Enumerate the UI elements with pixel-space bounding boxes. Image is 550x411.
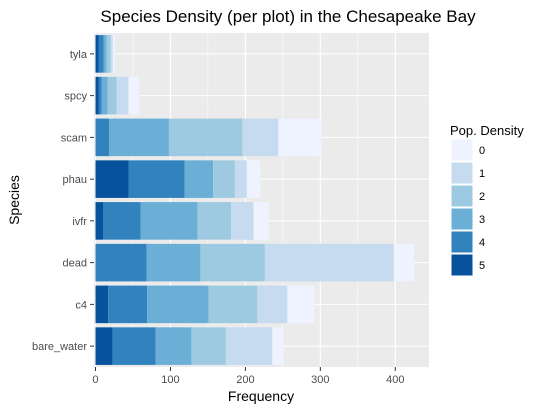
y-tick-label-phau: phau <box>63 174 87 186</box>
bar-segment-scam-density-0 <box>278 118 322 157</box>
bar-segment-bare_water-density-0 <box>272 327 284 365</box>
bar-segment-tyla-density-4 <box>98 35 104 73</box>
bar-segment-spcy-density-2 <box>107 76 117 115</box>
x-tick-label-300: 300 <box>311 374 329 386</box>
bar-segment-dead-density-3 <box>146 243 201 282</box>
legend-label-3: 3 <box>479 214 485 226</box>
bar-segment-bare_water-density-2 <box>191 327 226 365</box>
bar-segment-phau-density-3 <box>184 160 214 198</box>
y-tick-label-ivfr: ivfr <box>72 216 87 228</box>
bar-segment-ivfr-density-4 <box>102 202 141 240</box>
bar-segment-tyla-density-3 <box>103 35 107 73</box>
bar-segment-scam-density-4 <box>95 118 109 157</box>
legend-label-5: 5 <box>479 260 485 272</box>
bar-segment-phau-density-4 <box>128 160 185 198</box>
y-tick-label-scam: scam <box>61 132 87 144</box>
bar-segment-dead-density-0 <box>393 243 415 282</box>
bar-segment-c4-density-2 <box>208 285 258 324</box>
bar-segment-scam-density-3 <box>108 118 169 157</box>
bar-segment-scam-density-2 <box>168 118 243 157</box>
x-axis-ticks: 0 100 200 300 400 <box>92 367 404 386</box>
bar-segment-bare_water-density-3 <box>155 327 192 365</box>
bar-segment-ivfr-density-2 <box>197 202 232 240</box>
bar-segment-spcy-density-4 <box>98 76 102 115</box>
x-axis-title: Frequency <box>228 388 294 404</box>
bar-segment-dead-density-2 <box>200 243 265 282</box>
bar-segment-dead-density-4 <box>95 243 147 282</box>
bar-segment-dead-density-1 <box>264 243 394 282</box>
bar-segment-ivfr-density-3 <box>140 202 198 240</box>
bar-segment-c4-density-1 <box>257 285 288 324</box>
y-tick-label-spcy: spcy <box>64 91 87 103</box>
bar-segment-tyla-density-0 <box>112 35 115 73</box>
y-axis-title: Species <box>6 175 22 225</box>
bar-segment-phau-density-5 <box>95 160 129 198</box>
x-tick-label-200: 200 <box>236 374 254 386</box>
bar-segment-spcy-density-0 <box>128 76 139 115</box>
chart-title: Species Density (per plot) in the Chesap… <box>100 7 476 26</box>
y-tick-label-c4: c4 <box>75 299 87 311</box>
legend-label-1: 1 <box>479 168 485 180</box>
bar-segment-ivfr-density-0 <box>253 202 269 240</box>
bar-segment-c4-density-5 <box>95 285 109 324</box>
y-tick-label-tyla: tyla <box>70 49 88 61</box>
legend-label-0: 0 <box>479 145 485 157</box>
legend: Pop. Density 0 1 2 3 4 5 <box>450 123 524 277</box>
bar-segment-spcy-density-3 <box>101 76 108 115</box>
bar-segment-spcy-density-1 <box>116 76 129 115</box>
bar-segment-scam-density-1 <box>242 118 279 157</box>
legend-swatch-2 <box>450 184 474 208</box>
bar-segment-ivfr-density-5 <box>95 202 103 240</box>
legend-swatch-4 <box>450 230 474 254</box>
x-tick-label-0: 0 <box>92 374 98 386</box>
bar-segment-bare_water-density-4 <box>112 327 156 365</box>
y-axis-ticks: tyla spcy scam phau ivfr dead c4 bare_water <box>32 49 94 353</box>
bar-segment-bare_water-density-5 <box>95 327 113 365</box>
bar-segment-spcy-density-5 <box>95 76 99 115</box>
legend-label-4: 4 <box>479 237 485 249</box>
bar-segment-phau-density-1 <box>234 160 247 198</box>
legend-label-2: 2 <box>479 191 485 203</box>
legend-swatch-3 <box>450 207 474 231</box>
bar-segment-phau-density-0 <box>246 160 261 198</box>
bars <box>95 35 415 365</box>
x-tick-label-100: 100 <box>161 374 179 386</box>
legend-title: Pop. Density <box>450 123 524 138</box>
bar-segment-tyla-density-5 <box>95 35 99 73</box>
bar-segment-c4-density-0 <box>287 285 315 324</box>
legend-swatch-1 <box>450 161 474 185</box>
bar-segment-c4-density-3 <box>147 285 209 324</box>
legend-swatch-5 <box>450 253 474 277</box>
bar-segment-ivfr-density-1 <box>231 202 254 240</box>
legend-swatch-0 <box>450 138 474 162</box>
bar-segment-c4-density-4 <box>108 285 148 324</box>
y-tick-label-bare_water: bare_water <box>32 341 87 353</box>
bar-segment-phau-density-2 <box>213 160 235 198</box>
bar-segment-tyla-density-1 <box>110 35 113 73</box>
bar-segment-bare_water-density-1 <box>225 327 273 365</box>
y-tick-label-dead: dead <box>63 258 87 270</box>
x-tick-label-400: 400 <box>386 374 404 386</box>
bar-segment-tyla-density-2 <box>106 35 111 73</box>
